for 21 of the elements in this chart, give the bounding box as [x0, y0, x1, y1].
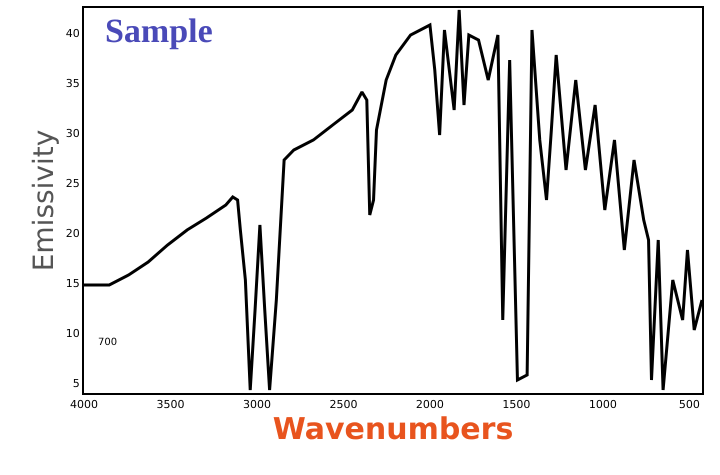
x-axis-title: Wavenumbers — [272, 412, 514, 448]
y-tick-label: 10 — [66, 326, 80, 340]
y-tick-label: 40 — [66, 26, 80, 40]
y-tick-label: 25 — [66, 176, 80, 190]
x-tick-label: 3500 — [156, 398, 184, 412]
annotation: 700 — [98, 337, 118, 348]
line-series — [84, 8, 702, 392]
y-tick-label: 5 — [72, 376, 80, 390]
x-tick-label: 2500 — [329, 398, 358, 412]
y-tick-label: 35 — [66, 76, 80, 90]
y-tick-label: 20 — [66, 226, 80, 240]
y-axis-title: Emissivity — [27, 130, 60, 272]
y-tick-label: 30 — [66, 126, 80, 140]
x-tick-label: 1000 — [588, 398, 617, 412]
x-tick-label: 3000 — [242, 398, 271, 412]
x-tick-label: 4000 — [70, 398, 98, 412]
x-tick-label: 1500 — [502, 398, 530, 412]
y-tick-label: 15 — [66, 276, 80, 290]
x-tick-label: 500 — [678, 398, 700, 412]
x-tick-label: 2000 — [416, 398, 444, 412]
annotation: Sample — [105, 13, 213, 50]
